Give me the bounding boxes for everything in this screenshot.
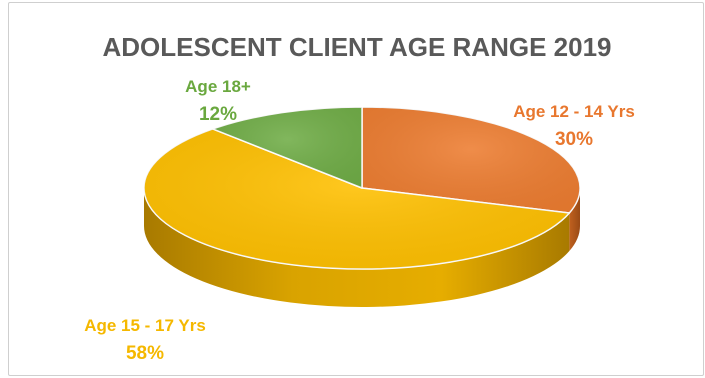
pie-slice-shade-1 bbox=[143, 128, 570, 269]
pie-slice-shade-2 bbox=[212, 107, 362, 188]
slice-percent-0: 30% bbox=[555, 129, 593, 150]
pie-slices bbox=[143, 106, 581, 270]
slice-percent-2: 12% bbox=[199, 104, 237, 125]
pie-slice-shade-0 bbox=[362, 107, 580, 214]
slice-label-2: Age 18+ bbox=[185, 77, 251, 96]
chart-title: ADOLESCENT CLIENT AGE RANGE 2019 bbox=[102, 32, 611, 62]
pie-side-1-0 bbox=[144, 188, 570, 307]
slice-label-1: Age 15 - 17 Yrs bbox=[84, 316, 206, 335]
slice-label-0: Age 12 - 14 Yrs bbox=[513, 102, 635, 121]
slice-percent-1: 58% bbox=[126, 343, 164, 364]
chart-frame bbox=[8, 2, 704, 376]
slice-labels: Age 12 - 14 Yrs 30% Age 15 - 17 Yrs 58% Age … bbox=[84, 77, 635, 364]
pie-sides bbox=[144, 188, 580, 307]
pie-side-0-0 bbox=[569, 188, 580, 252]
